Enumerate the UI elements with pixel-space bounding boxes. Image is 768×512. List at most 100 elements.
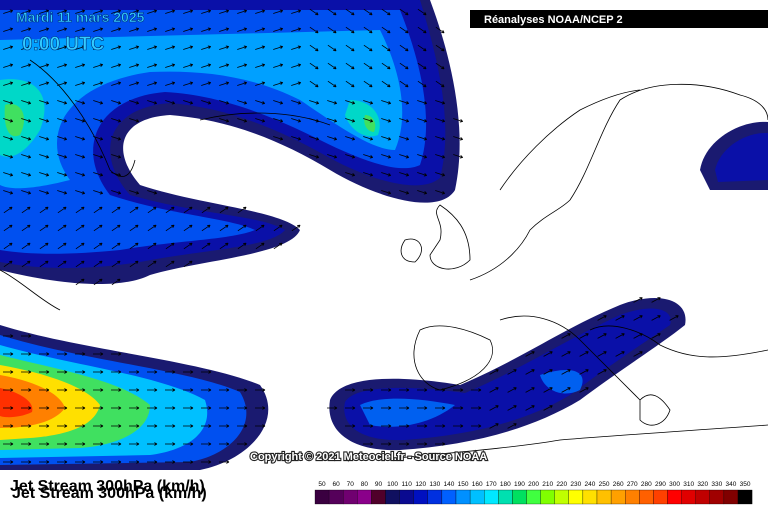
wind-arrow [3,27,14,32]
wind-arrow [417,172,428,177]
wind-arrow [363,62,373,70]
wind-arrow [129,388,140,392]
wind-arrow [507,387,517,393]
wind-arrow [183,424,194,428]
wind-arrow [165,242,175,250]
wind-arrow [21,136,32,141]
scale-swatch [610,489,626,505]
wind-arrow [3,206,13,214]
wind-arrow [219,224,229,232]
scale-swatch [512,489,527,505]
wind-arrow [273,118,284,123]
wind-arrow [183,242,193,250]
wind-arrow [57,172,68,177]
wind-arrow [111,442,122,446]
wind-arrow [129,100,140,105]
wind-arrow [453,118,464,123]
wind-arrow [543,351,553,357]
wind-arrow [183,206,193,214]
wind-arrow [399,26,409,34]
wind-arrow [633,351,643,357]
wind-arrow [21,370,32,374]
wind-arrow [57,370,68,374]
wind-arrow [471,424,482,428]
scale-label: 250 [599,481,610,488]
wind-arrow [201,370,212,374]
wind-arrow [39,388,50,392]
wind-arrow [417,8,427,16]
wind-arrow [345,100,356,105]
wind-arrow [399,44,409,52]
wind-arrow [111,45,122,50]
wind-arrow [435,406,446,410]
wind-arrow [237,81,248,86]
wind-arrow [183,442,194,446]
jet-southwest [0,325,269,470]
wind-arrow [435,26,445,34]
scale-swatch [455,489,471,505]
wind-arrow [93,81,104,86]
wind-arrow [111,370,122,374]
wind-arrow [39,224,49,232]
wind-arrow [147,27,158,32]
wind-arrow [309,154,320,159]
wind-arrow [75,352,86,356]
wind-arrow [417,100,428,105]
wind-arrow [57,27,68,32]
wind-arrow [39,442,50,446]
wind-arrow [39,190,50,195]
scale-label: 160 [472,481,483,488]
wind-arrow [561,333,571,339]
wind-arrow [345,80,355,88]
scale-label: 290 [655,481,666,488]
wind-arrow [345,424,356,428]
wind-arrow [435,172,446,177]
wind-arrow [129,406,140,410]
scale-label: 190 [514,481,525,488]
wind-arrow [183,460,194,464]
wind-arrow [75,9,86,14]
scale-swatch [695,489,710,505]
wind-arrow [255,118,266,123]
wind-arrow [237,406,248,410]
wind-arrow [273,81,284,86]
scale-label: 310 [683,481,694,488]
wind-arrow [165,63,176,68]
wind-arrow [345,44,355,52]
wind-arrow [111,242,121,250]
scale-label: 240 [585,481,596,488]
wind-arrow [489,387,499,393]
wind-arrow [291,118,302,123]
wind-arrow [219,406,230,410]
wind-arrow [111,118,122,123]
scale-label: 70 [347,481,355,488]
wind-arrow [273,136,284,141]
footer-title-shadow: Jet Stream 300hPa (km/h) [12,485,207,502]
wind-arrow [75,45,86,50]
wind-arrow [93,460,104,464]
wind-arrow [93,206,103,214]
wind-arrow [111,154,122,159]
wind-arrow [381,80,391,88]
wind-arrow [669,315,679,321]
wind-arrow [579,387,589,393]
wind-arrow [57,206,67,214]
scale-swatch [625,489,640,505]
wind-arrow [615,315,625,321]
wind-arrow [651,297,661,303]
color-scale: 50 60 70 80 90 100 110 120 130 140 150 160 170 180 190… [314,481,753,505]
wind-arrow [309,8,319,16]
wind-arrow [165,9,176,14]
wind-arrow [111,100,122,105]
wind-arrow [93,442,104,446]
wind-arrow [39,45,50,50]
scale-label: 220 [556,481,567,488]
wind-arrow [237,63,248,68]
wind-arrow [3,63,14,68]
wind-arrow [345,136,356,141]
wind-arrow [165,81,176,86]
jet-band [715,132,768,182]
wind-arrow [21,442,32,446]
wind-arrow [21,190,32,195]
scale-label: 320 [697,481,708,488]
